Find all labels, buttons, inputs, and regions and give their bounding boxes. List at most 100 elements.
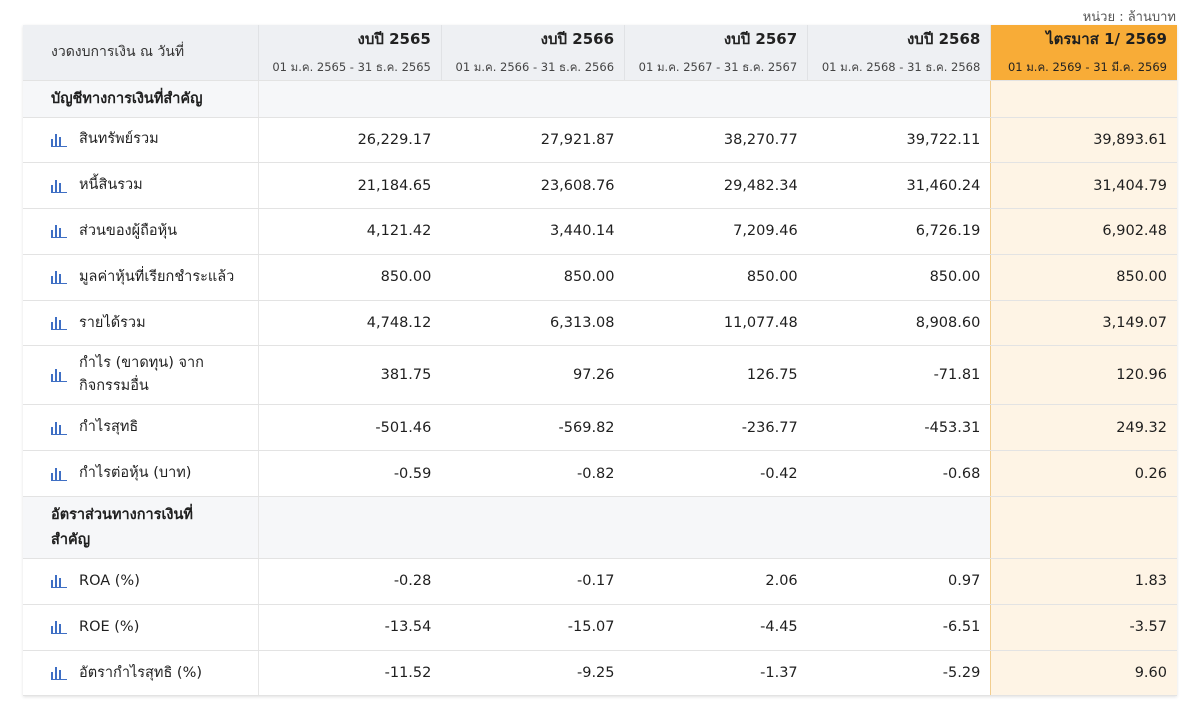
bar-chart-icon[interactable] <box>51 467 67 481</box>
cell-value: 850.00 <box>807 254 991 301</box>
table-row: หนี้สินรวม 21,184.65 23,608.76 29,482.34… <box>23 162 1177 210</box>
cell-value: 31,404.79 <box>990 162 1177 210</box>
bar-chart-icon[interactable] <box>51 620 67 635</box>
row-label: ROA (%) <box>79 572 140 589</box>
period-title: งบปี 2565 <box>357 30 431 49</box>
cell-value: -569.82 <box>441 404 625 452</box>
section-row-financial-accounts: บัญชีทางการเงินที่สำคัญ <box>23 80 1177 118</box>
cell-value: -4.45 <box>624 604 808 651</box>
cell-value: 39,722.11 <box>807 117 991 164</box>
cell-value: 6,902.48 <box>990 208 1177 255</box>
bar-chart-icon[interactable] <box>51 270 67 285</box>
cell-value: -11.52 <box>258 650 442 697</box>
cell-value: 29,482.34 <box>624 162 808 210</box>
row-label: กำไรสุทธิ <box>79 419 139 436</box>
cell-value: 26,229.17 <box>258 117 442 164</box>
period-range: 01 ม.ค. 2566 - 31 ธ.ค. 2566 <box>455 60 615 75</box>
table-row: กำไรต่อหุ้น (บาท) -0.59 -0.82 -0.42 -0.6… <box>23 450 1177 498</box>
bar-chart-icon[interactable] <box>51 133 67 147</box>
cell-value: 0.97 <box>807 558 991 605</box>
cell-value: 21,184.65 <box>258 162 442 210</box>
table-row: กำไร (ขาดทุน) จาก กิจกรรมอื่น 381.75 97.… <box>23 345 1177 406</box>
row-label: กำไร (ขาดทุน) จาก กิจกรรมอื่น <box>79 352 204 398</box>
cell-value: 850.00 <box>624 254 808 301</box>
period-header-2565: งบปี 2565 01 ม.ค. 2565 - 31 ธ.ค. 2565 <box>258 25 442 81</box>
cell-value: -0.59 <box>258 450 442 498</box>
bar-chart-icon[interactable] <box>51 666 67 681</box>
row-label-line1: กำไร (ขาดทุน) จาก <box>79 355 204 372</box>
cell-value: -1.37 <box>624 650 808 697</box>
bar-chart-icon[interactable] <box>51 224 67 239</box>
row-label: สินทรัพย์รวม <box>79 131 159 148</box>
row-label: ส่วนของผู้ถือหุ้น <box>79 222 178 239</box>
cell-value: 97.26 <box>441 345 625 406</box>
cell-value: 11,077.48 <box>624 300 808 347</box>
section-row-financial-ratios: อัตราส่วนทางการเงินที่ สำคัญ <box>23 496 1177 560</box>
bar-chart-icon[interactable] <box>51 421 67 435</box>
cell-value: 4,748.12 <box>258 300 442 347</box>
table-row: ส่วนของผู้ถือหุ้น 4,121.42 3,440.14 7,20… <box>23 208 1177 255</box>
period-header-2567: งบปี 2567 01 ม.ค. 2567 - 31 ธ.ค. 2567 <box>624 25 809 81</box>
period-title: ไตรมาส 1/ 2569 <box>1046 30 1167 49</box>
cell-value: -453.31 <box>807 404 991 452</box>
cell-value: -0.68 <box>807 450 991 498</box>
cell-value: 0.26 <box>990 450 1177 498</box>
cell-value: 3,440.14 <box>441 208 625 255</box>
bar-chart-icon[interactable] <box>51 179 67 193</box>
row-label: หนี้สินรวม <box>79 177 143 194</box>
bar-chart-icon[interactable] <box>51 316 67 331</box>
period-title: งบปี 2567 <box>723 30 798 49</box>
cell-value: -15.07 <box>441 604 625 651</box>
table-row: กำไรสุทธิ -501.46 -569.82 -236.77 -453.3… <box>23 404 1177 452</box>
row-label-line2: กิจกรรมอื่น <box>79 378 149 395</box>
unit-note: หน่วย : ล้านบาท <box>1082 10 1176 25</box>
row-label: มูลค่าหุ้นที่เรียกชำระแล้ว <box>79 268 235 285</box>
row-label: อัตรากำไรสุทธิ (%) <box>79 664 203 681</box>
table-row: ROA (%) -0.28 -0.17 2.06 0.97 1.83 <box>23 558 1177 605</box>
table-row: รายได้รวม 4,748.12 6,313.08 11,077.48 8,… <box>23 300 1177 347</box>
cell-value: 2.06 <box>624 558 808 605</box>
cell-value: -0.82 <box>441 450 625 498</box>
cell-value: -3.57 <box>990 604 1177 651</box>
row-label: ROE (%) <box>79 618 140 635</box>
cell-value: 126.75 <box>624 345 808 406</box>
cell-value: -0.28 <box>258 558 442 605</box>
bar-chart-icon[interactable] <box>51 574 67 589</box>
section-title-line2: สำคัญ <box>51 531 91 548</box>
section-title-line1: อัตราส่วนทางการเงินที่ <box>51 506 193 523</box>
bar-chart-icon[interactable] <box>51 368 67 383</box>
cell-value: 8,908.60 <box>807 300 991 347</box>
period-title: งบปี 2568 <box>906 30 981 49</box>
cell-value: 9.60 <box>990 650 1177 697</box>
period-range: 01 ม.ค. 2568 - 31 ธ.ค. 2568 <box>821 60 981 75</box>
cell-value: 23,608.76 <box>441 162 625 210</box>
cell-value: 120.96 <box>990 345 1177 406</box>
cell-value: -6.51 <box>807 604 991 651</box>
period-header-2566: งบปี 2566 01 ม.ค. 2566 - 31 ธ.ค. 2566 <box>441 25 626 81</box>
cell-value: 4,121.42 <box>258 208 442 255</box>
cell-value: -0.17 <box>441 558 625 605</box>
period-range: 01 ม.ค. 2565 - 31 ธ.ค. 2565 <box>272 60 431 75</box>
cell-value: 7,209.46 <box>624 208 808 255</box>
table-row: มูลค่าหุ้นที่เรียกชำระแล้ว 850.00 850.00… <box>23 254 1177 301</box>
period-range: 01 ม.ค. 2569 - 31 มี.ค. 2569 <box>1007 60 1167 75</box>
header-row: งวดงบการเงิน ณ วันที่ งบปี 2565 01 ม.ค. … <box>23 25 1177 81</box>
table-row: สินทรัพย์รวม 26,229.17 27,921.87 38,270.… <box>23 117 1177 164</box>
cell-value: -501.46 <box>258 404 442 452</box>
period-header-q1-2569: ไตรมาส 1/ 2569 01 ม.ค. 2569 - 31 มี.ค. 2… <box>990 25 1177 81</box>
cell-value: 27,921.87 <box>441 117 625 164</box>
row-label: กำไรต่อหุ้น (บาท) <box>79 465 192 482</box>
period-header-2568: งบปี 2568 01 ม.ค. 2568 - 31 ธ.ค. 2568 <box>807 25 992 81</box>
cell-value: 249.32 <box>990 404 1177 452</box>
section-title: บัญชีทางการเงินที่สำคัญ <box>23 80 259 118</box>
row-label: รายได้รวม <box>79 314 146 331</box>
cell-value: -5.29 <box>807 650 991 697</box>
cell-value: -236.77 <box>624 404 808 452</box>
cell-value: -71.81 <box>807 345 991 406</box>
period-header-label: งวดงบการเงิน ณ วันที่ <box>23 25 259 81</box>
cell-value: -9.25 <box>441 650 625 697</box>
period-title: งบปี 2566 <box>540 30 615 49</box>
cell-value: 39,893.61 <box>990 117 1177 164</box>
cell-value: 6,726.19 <box>807 208 991 255</box>
table-row: อัตรากำไรสุทธิ (%) -11.52 -9.25 -1.37 -5… <box>23 650 1177 697</box>
